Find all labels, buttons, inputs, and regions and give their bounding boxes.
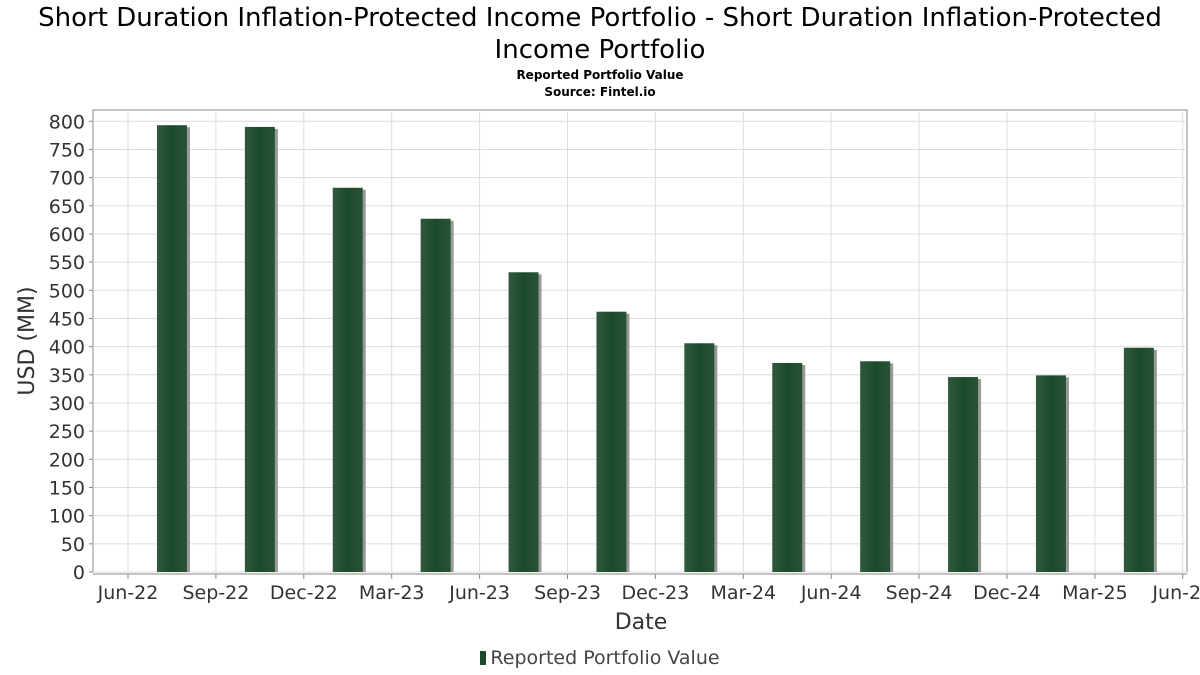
- y-tick-label: 400: [49, 337, 85, 359]
- bar: [508, 272, 539, 572]
- y-tick-label: 750: [49, 139, 85, 161]
- x-tick-label: Jun-24: [800, 582, 862, 604]
- chart-subtitle: Reported Portfolio Value: [516, 68, 684, 82]
- x-axis-title: Date: [615, 610, 668, 635]
- y-tick-label: 300: [49, 393, 85, 415]
- legend-label: Reported Portfolio Value: [490, 647, 720, 669]
- bar: [684, 343, 715, 572]
- y-tick-label: 150: [49, 477, 85, 499]
- y-tick-label: 800: [49, 111, 85, 133]
- bar: [420, 218, 451, 573]
- x-tick-label: Sep-22: [182, 582, 249, 604]
- x-tick-label: Dec-22: [270, 582, 338, 604]
- y-tick-label: 700: [49, 168, 85, 190]
- y-tick-label: 600: [49, 224, 85, 246]
- chart-title: Short Duration Inflation-Protected Incom…: [38, 3, 1162, 65]
- bar: [156, 125, 187, 573]
- y-tick-label: 350: [49, 365, 85, 387]
- y-tick-label: 0: [73, 562, 85, 584]
- legend-swatch: [480, 651, 487, 665]
- y-tick-label: 100: [49, 506, 85, 528]
- x-tick-label: Mar-24: [710, 582, 776, 604]
- x-tick-label: Dec-23: [621, 582, 689, 604]
- x-tick-label: Jun-25: [1151, 582, 1200, 604]
- x-tick-label: Dec-24: [973, 582, 1041, 604]
- bar: [772, 362, 803, 572]
- bar: [1123, 347, 1154, 572]
- bar: [860, 361, 891, 572]
- bar: [596, 311, 627, 572]
- bar: [244, 126, 275, 572]
- y-tick-label: 650: [49, 196, 85, 218]
- bar: [332, 187, 363, 572]
- y-tick-label: 250: [49, 421, 85, 443]
- y-axis-title: USD (MM): [15, 286, 40, 395]
- bar: [1035, 375, 1066, 572]
- x-tick-label: Mar-25: [1062, 582, 1128, 604]
- x-tick-label: Jun-23: [448, 582, 510, 604]
- legend: Reported Portfolio Value: [0, 647, 1200, 669]
- chart-source: Source: Fintel.io: [544, 85, 656, 99]
- y-tick-label: 550: [49, 252, 85, 274]
- x-tick-label: Sep-23: [534, 582, 601, 604]
- x-tick-label: Sep-24: [886, 582, 953, 604]
- y-tick-label: 50: [61, 534, 85, 556]
- y-tick-label: 450: [49, 308, 85, 330]
- x-tick-label: Jun-22: [97, 582, 159, 604]
- x-tick-label: Mar-23: [359, 582, 425, 604]
- bar: [948, 377, 979, 572]
- y-tick-label: 200: [49, 449, 85, 471]
- y-tick-label: 500: [49, 280, 85, 302]
